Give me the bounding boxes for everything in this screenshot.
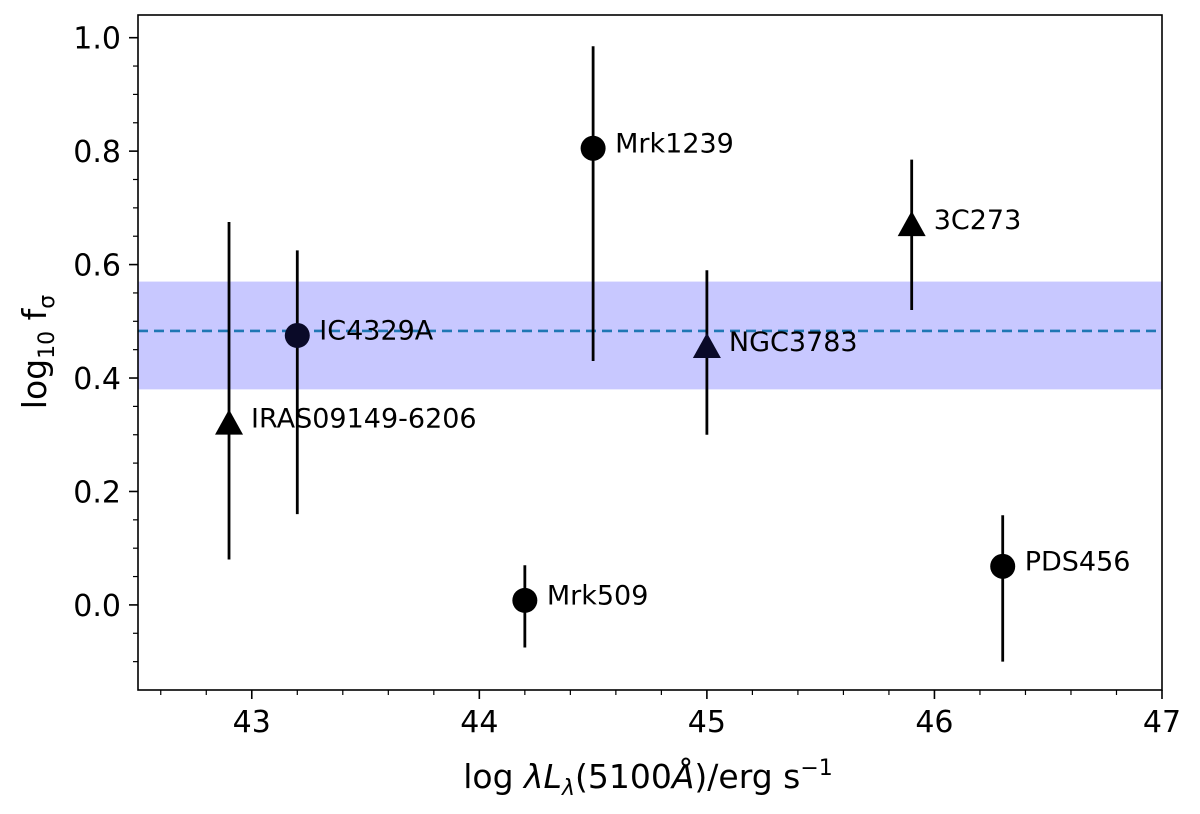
- x-tick-label: 43: [233, 705, 271, 740]
- y-tick-label: 1.0: [73, 22, 121, 57]
- x-tick-label: 44: [460, 705, 498, 740]
- data-point-group: Mrk1239: [580, 46, 734, 362]
- y-tick-label: 0.0: [73, 589, 121, 624]
- triangle-marker: [897, 210, 926, 237]
- point-label: Mrk1239: [615, 128, 734, 159]
- data-point-group: 3C273: [897, 159, 1022, 310]
- y-axis-title: log10 fσ: [15, 295, 60, 409]
- point-label: IRAS09149-6206: [251, 403, 477, 434]
- point-label: Mrk509: [547, 580, 649, 611]
- axes-layer: 43 44 45 46 47 0.0 0.2 0.4 0.6 0.8 1.0: [73, 14, 1181, 740]
- x-tick-label: 45: [688, 705, 726, 740]
- point-label: IC4329A: [319, 315, 434, 346]
- plot-frame: [137, 14, 1163, 691]
- x-tick-label: 46: [915, 705, 953, 740]
- point-label: PDS456: [1025, 546, 1131, 577]
- circle-marker: [512, 587, 538, 613]
- triangle-marker: [215, 409, 244, 435]
- points-layer: IRAS09149-6206 IC4329A Mrk509 Mrk1239 NGC378…: [215, 46, 1131, 662]
- point-label: NGC3783: [729, 327, 858, 358]
- x-tick-label: 47: [1143, 705, 1181, 740]
- y-tick-label: 0.4: [73, 362, 121, 397]
- data-point-group: PDS456: [990, 515, 1131, 662]
- data-point-group: NGC3783: [692, 270, 858, 435]
- y-tick-label: 0.6: [73, 249, 121, 284]
- triangle-marker: [692, 332, 721, 359]
- circle-marker: [990, 553, 1016, 579]
- x-axis-title: log λLλ(5100Å)/erg s−1: [463, 756, 833, 801]
- axis-titles-layer: log λLλ(5100Å)/erg s−1 log10 fσ: [15, 295, 833, 801]
- y-tick-label: 0.2: [73, 475, 121, 510]
- data-point-group: IRAS09149-6206: [215, 222, 477, 560]
- circle-marker: [284, 322, 310, 348]
- circle-marker: [580, 135, 606, 161]
- data-point-group: Mrk509: [512, 565, 649, 648]
- y-tick-label: 0.8: [73, 135, 121, 170]
- point-label: 3C273: [934, 205, 1022, 236]
- data-point-group: IC4329A: [284, 250, 434, 515]
